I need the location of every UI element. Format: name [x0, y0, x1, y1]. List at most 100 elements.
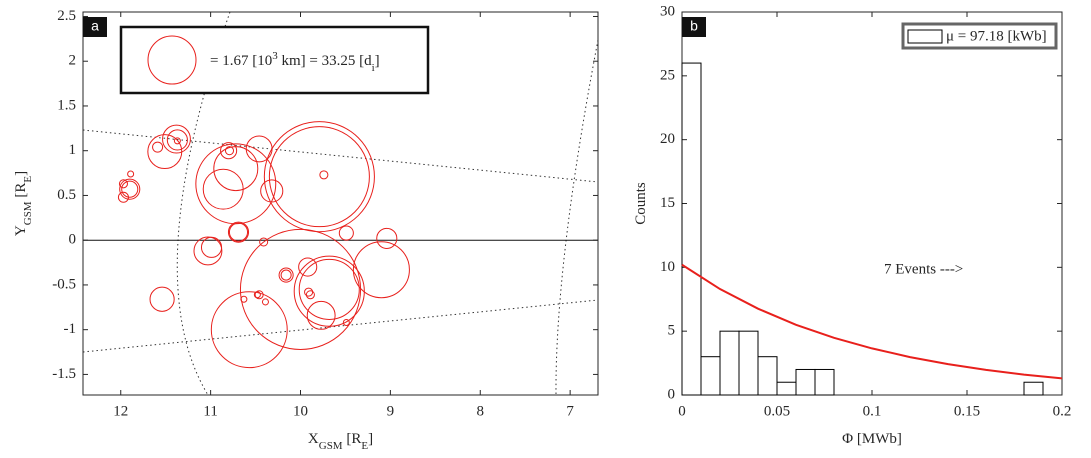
histogram-bar — [757, 356, 778, 396]
label-part: Φ [MWb] — [842, 431, 902, 447]
x-axis-label: Φ [MWb] — [842, 431, 902, 447]
event-circle — [263, 121, 375, 233]
axes-box — [82, 11, 599, 396]
label-part: GSM — [319, 440, 343, 452]
event-circle — [228, 222, 249, 242]
event-circle — [210, 291, 288, 369]
x-tick-label: 0 — [678, 403, 686, 419]
y-tick-label: -1 — [64, 321, 77, 337]
event-circle — [280, 269, 292, 281]
event-circle — [305, 290, 315, 300]
dotted-line — [83, 299, 598, 353]
y-tick-label: 2.5 — [57, 8, 76, 24]
event-circle — [166, 129, 188, 151]
label-part: ] — [368, 431, 373, 447]
event-circle — [149, 286, 175, 312]
x-tick-label: 11 — [203, 403, 217, 419]
y-tick-label: 15 — [660, 195, 675, 211]
event-circle — [268, 126, 370, 228]
histogram-bar — [795, 368, 816, 396]
event-circle — [239, 228, 362, 350]
label-part: [R — [343, 431, 362, 447]
x-tick-label: 0.1 — [863, 403, 882, 419]
x-tick-label: 12 — [113, 403, 128, 419]
histogram-bar — [776, 381, 797, 396]
event-circle — [278, 267, 294, 283]
event-circle — [173, 137, 181, 145]
y-tick-label: 30 — [660, 3, 675, 19]
y-tick-label: -0.5 — [52, 276, 76, 292]
event-circle — [304, 287, 314, 297]
event-circle — [213, 146, 259, 192]
panel-label-box — [682, 17, 706, 37]
x-tick-label: 10 — [293, 403, 308, 419]
histogram-bar — [1023, 381, 1044, 396]
dotted-arc — [555, 39, 598, 395]
event-circle — [376, 227, 398, 249]
label-part: E — [22, 176, 34, 183]
event-circle — [261, 298, 269, 306]
event-circle — [152, 141, 164, 153]
y-tick-label: 0 — [69, 232, 77, 248]
legend-swatch — [907, 29, 943, 44]
label-part: i — [372, 62, 375, 74]
label-part: ] — [13, 171, 29, 176]
panel-label-box — [83, 17, 107, 37]
plot-a — [83, 121, 598, 369]
label-part: ] — [375, 53, 380, 69]
y-tick-label: 20 — [660, 131, 675, 147]
event-circle — [117, 191, 129, 203]
event-circle — [253, 291, 261, 299]
y-tick-label: 1.5 — [57, 97, 76, 113]
fit-curve — [681, 263, 1063, 380]
legend-label: μ = 97.18 [kWb] — [946, 28, 1047, 44]
x-axis-label: XGSM [RE] — [308, 431, 373, 451]
label-part: Counts — [633, 182, 649, 225]
event-circle — [260, 179, 284, 203]
event-circle — [319, 170, 329, 180]
legend-box — [119, 25, 430, 95]
event-circle — [259, 237, 269, 247]
label-part: GSM — [22, 201, 34, 225]
y-tick-label: -1.5 — [52, 366, 76, 382]
event-circle — [121, 180, 139, 198]
event-circle — [224, 146, 235, 156]
panel-label: a — [91, 18, 99, 34]
label-part: Y — [13, 225, 29, 236]
y-axis-label: YGSM [RE] — [13, 171, 33, 236]
histogram-bar — [700, 356, 721, 396]
histogram-bar — [719, 330, 740, 396]
label-part: E — [361, 440, 368, 452]
x-tick-label: 0.05 — [764, 403, 790, 419]
x-tick-label: 9 — [387, 403, 395, 419]
event-circle — [119, 178, 141, 200]
event-circle — [162, 124, 191, 154]
event-circle — [298, 257, 318, 277]
x-tick-label: 0.15 — [954, 403, 980, 419]
event-circle — [254, 290, 264, 300]
y-axis-label: Counts — [633, 182, 649, 225]
label-part: [R — [13, 183, 29, 202]
y-tick-label: 25 — [660, 67, 675, 83]
y-tick-label: 10 — [660, 259, 675, 275]
event-circle — [245, 135, 273, 163]
y-tick-label: 0 — [668, 386, 676, 402]
legend-label: = 1.67 [103 km] = 33.25 [di] — [210, 50, 380, 74]
histogram-bar — [681, 62, 702, 396]
event-circle — [202, 168, 244, 210]
event-circle — [220, 142, 238, 160]
label-part: 3 — [272, 50, 278, 62]
x-tick-label: 7 — [566, 403, 574, 419]
y-tick-label: 1 — [69, 142, 77, 158]
label-part: km] = 33.25 [d — [278, 53, 372, 69]
histogram-bar — [738, 330, 759, 396]
event-circle — [127, 170, 135, 178]
event-circle — [352, 241, 410, 299]
y-tick-label: 2 — [69, 53, 77, 69]
legend-box — [901, 22, 1058, 50]
y-tick-label: 5 — [668, 323, 676, 339]
event-circle — [298, 258, 360, 320]
legend-circle — [147, 35, 197, 85]
